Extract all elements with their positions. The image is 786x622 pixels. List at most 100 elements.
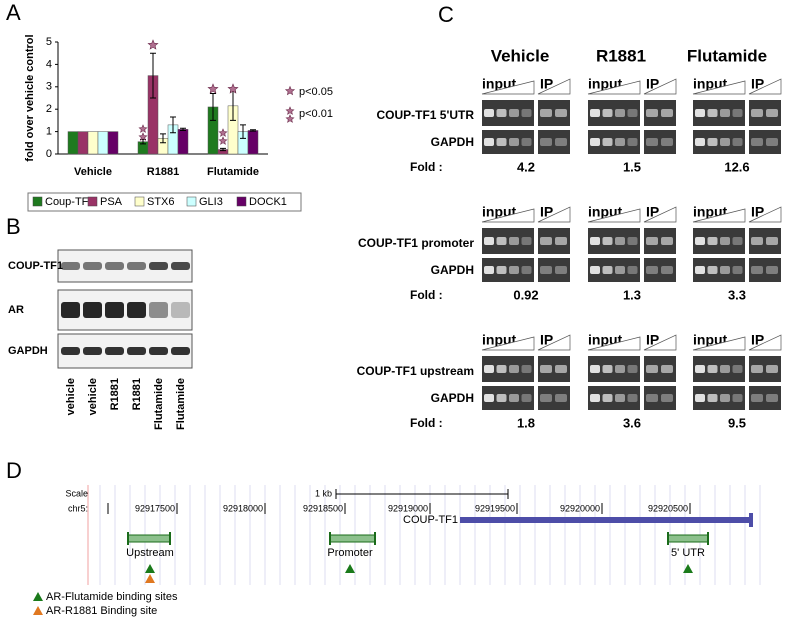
gel-band [496, 109, 507, 117]
blot-band [171, 347, 190, 355]
lane-label: vehicle [87, 378, 99, 415]
titration-wedge [643, 334, 677, 351]
lane-label: vehicle [65, 378, 77, 415]
lane-label: Flutamide [153, 378, 165, 430]
gel-band [732, 394, 743, 402]
legend-marker [33, 606, 43, 615]
titration-wedge [481, 336, 535, 351]
gel-panel [749, 130, 781, 154]
gel-band [540, 138, 552, 146]
condition-header: R1881 [596, 46, 646, 65]
gel-band [521, 365, 532, 373]
y-tick-label: 0 [46, 148, 52, 160]
titration-wedge [537, 334, 571, 351]
significance-star [285, 106, 295, 115]
gel-band [555, 365, 567, 373]
blot-row-label: COUP-TF1 [8, 260, 63, 272]
legend-label: DOCK1 [249, 196, 287, 208]
fold-value: 0.92 [513, 287, 538, 302]
gel-band [602, 109, 613, 117]
gel-band [627, 394, 638, 402]
gel-band [555, 237, 567, 245]
gel-band [766, 237, 778, 245]
error-bar [180, 127, 186, 131]
gel-band [615, 266, 625, 274]
gel-band [695, 365, 705, 373]
gel-band [496, 365, 507, 373]
significance-star [147, 39, 159, 50]
ip-label: IP [751, 332, 764, 348]
y-tick-label: 5 [46, 36, 52, 48]
panel-label: A [6, 0, 21, 25]
gel-band [695, 138, 705, 146]
fold-value: 12.6 [724, 159, 749, 174]
gel-band [751, 237, 763, 245]
binding-site [145, 574, 155, 583]
gel-band [509, 109, 519, 117]
titration-wedge [587, 208, 641, 223]
fold-label: Fold : [410, 416, 443, 430]
legend-label: p<0.05 [299, 86, 333, 98]
gel-band [732, 365, 743, 373]
panel-label: B [6, 214, 21, 239]
legend-label: AR-Flutamide binding sites [46, 591, 178, 603]
gel-band [766, 138, 778, 146]
blot-band [105, 347, 124, 355]
gel-band [590, 237, 600, 245]
legend-marker [33, 592, 43, 601]
binding-site [345, 564, 355, 573]
gel-band [615, 138, 625, 146]
legend-label: GLI3 [199, 196, 223, 208]
titration-wedge [481, 208, 535, 223]
lane-label: R1881 [131, 378, 143, 410]
titration-wedge [587, 80, 641, 95]
gel-band [590, 365, 600, 373]
gel-panel [538, 130, 570, 154]
ip-label: IP [751, 76, 764, 92]
significance-star [218, 128, 228, 137]
bar [107, 131, 119, 155]
legend-swatch [236, 196, 247, 207]
error-bar [250, 129, 256, 132]
gel-band [646, 138, 658, 146]
error-bar [170, 116, 176, 134]
bar [97, 131, 109, 155]
gel-band [509, 266, 519, 274]
position-label: 92919000 [388, 503, 428, 513]
gel-band [484, 138, 494, 146]
scale-label: Scale [65, 488, 88, 498]
titration-wedge [692, 80, 746, 95]
gel-band [484, 266, 494, 274]
blot-band [83, 347, 102, 355]
gel-panel [644, 258, 676, 282]
gel-band [720, 237, 730, 245]
gel-band [661, 365, 673, 373]
gel-band [540, 394, 552, 402]
gel-band [590, 109, 600, 117]
significance-star [285, 114, 295, 123]
gel-band [602, 365, 613, 373]
gel-panel [644, 386, 676, 410]
position-label: 92918000 [223, 503, 263, 513]
titration-wedge [587, 336, 641, 351]
titration-wedge [748, 78, 782, 95]
gel-band [707, 365, 718, 373]
bar [67, 131, 79, 155]
lane-label: R1881 [109, 378, 121, 410]
gel-panel [749, 258, 781, 282]
bar [177, 129, 189, 155]
gel-band [615, 109, 625, 117]
gel-band [496, 266, 507, 274]
gel-band [661, 266, 673, 274]
gene-end [749, 513, 753, 527]
error-bar [240, 124, 246, 139]
condition-header: Vehicle [491, 46, 550, 65]
legend-label: p<0.01 [299, 108, 333, 120]
fold-value: 3.3 [728, 287, 746, 302]
gel-band [496, 394, 507, 402]
gel-band [720, 138, 730, 146]
fold-value: 9.5 [728, 415, 746, 430]
gel-band [751, 266, 763, 274]
gel-band [509, 237, 519, 245]
